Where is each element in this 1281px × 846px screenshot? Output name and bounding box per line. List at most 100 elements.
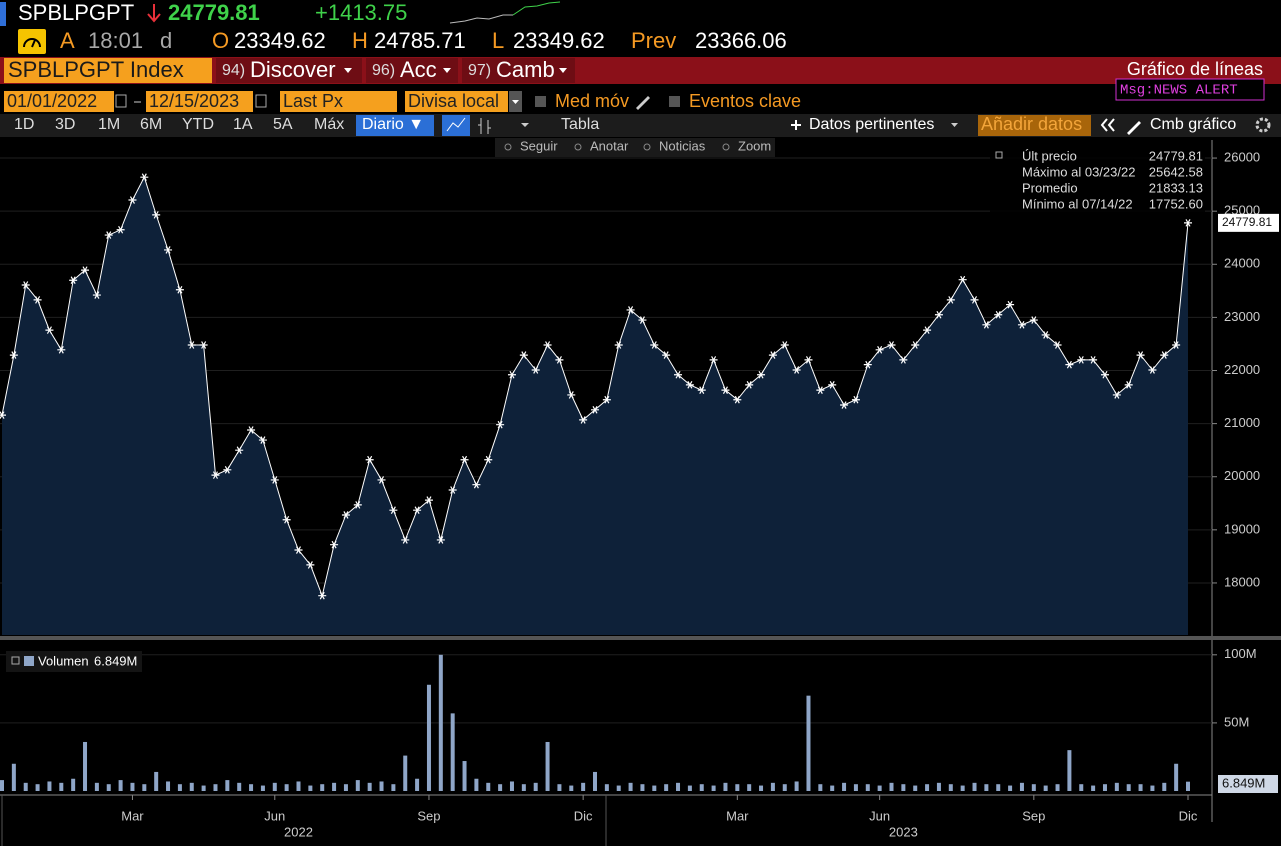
volume-bar — [367, 782, 372, 791]
legend-toggle[interactable] — [11, 656, 20, 665]
menu-item[interactable] — [366, 58, 458, 83]
price-marker — [330, 540, 339, 549]
volume-bar — [877, 785, 882, 791]
legend-toggle[interactable] — [995, 151, 1003, 159]
price-marker — [187, 341, 196, 349]
x-tick-label: Jun — [869, 808, 890, 823]
calendar-icon[interactable] — [115, 94, 127, 108]
volume-bar — [296, 781, 301, 791]
volume-bar — [1031, 784, 1036, 791]
volume-bar — [130, 782, 135, 791]
date-input[interactable] — [4, 91, 114, 112]
date-input[interactable] — [146, 91, 253, 112]
collapse-icon[interactable] — [1100, 118, 1115, 132]
field-input[interactable] — [280, 91, 397, 112]
legend-label: Máximo al 03/23/22 — [1022, 164, 1135, 179]
volume-bar — [415, 778, 420, 791]
period-button[interactable]: 6M — [140, 116, 162, 133]
currency-input[interactable] — [405, 91, 508, 112]
pencil-icon[interactable] — [636, 96, 650, 110]
price-marker — [484, 455, 493, 464]
dropdown-arrow — [559, 68, 567, 73]
price-marker — [306, 561, 315, 569]
calendar-icon[interactable] — [255, 94, 267, 108]
volume-bar — [106, 784, 111, 791]
volume-bar — [71, 778, 76, 791]
volume-bar — [925, 784, 930, 791]
price-marker — [424, 496, 433, 504]
volume-bar — [593, 771, 597, 791]
price-marker — [104, 231, 113, 239]
price-marker — [567, 391, 576, 399]
volume-bar — [450, 713, 455, 791]
price-marker — [235, 446, 244, 454]
legend-swatch — [24, 656, 34, 666]
menu-item[interactable] — [216, 58, 362, 83]
gauge-icon-needle — [31, 39, 36, 48]
period-button[interactable]: YTD — [182, 116, 214, 133]
gauge-icon[interactable] — [18, 29, 46, 54]
y-tick-label: 100M — [1224, 646, 1257, 661]
checkbox[interactable] — [669, 96, 680, 107]
security-box[interactable] — [4, 58, 212, 83]
volume-bar — [225, 780, 230, 791]
price-marker — [507, 370, 516, 379]
price-marker — [128, 196, 137, 204]
period-button[interactable]: Máx — [314, 116, 344, 133]
volume-bar — [426, 684, 431, 791]
tool-button[interactable]: Anotar — [590, 138, 629, 153]
volume-bar — [474, 778, 479, 791]
currency: Divisa local — [408, 91, 499, 111]
volume-bar — [533, 782, 538, 791]
price-marker — [81, 266, 90, 274]
dropdown-arrow[interactable] — [521, 123, 529, 127]
menu-label: Camb — [496, 57, 555, 82]
settings-icon[interactable] — [1255, 117, 1271, 133]
table-button[interactable]: Tabla — [561, 116, 599, 133]
price-marker — [21, 281, 30, 289]
menu-item[interactable] — [462, 58, 575, 83]
frequency-button[interactable] — [356, 115, 434, 136]
time-flag: d — [160, 28, 172, 53]
price-marker — [970, 296, 979, 304]
price-marker — [662, 351, 671, 359]
msg-box[interactable] — [1115, 78, 1265, 101]
change-chart[interactable]: Cmb gráfico — [1150, 116, 1236, 133]
volume-bar — [284, 784, 289, 791]
tool-button[interactable]: Seguir — [520, 138, 558, 153]
y-tick-label: 22000 — [1224, 362, 1260, 377]
volume-bar — [177, 784, 182, 791]
volume-bar — [699, 784, 704, 791]
bar-chart-icon[interactable] — [478, 118, 491, 134]
tool-icon — [643, 143, 651, 151]
tool-icon — [504, 143, 512, 151]
price-marker — [175, 285, 184, 294]
period-button[interactable]: 5A — [273, 116, 293, 133]
add-data-box[interactable] — [978, 115, 1091, 136]
sparkline — [449, 14, 513, 24]
price-marker — [258, 436, 267, 444]
period-button[interactable]: 1D — [14, 116, 34, 133]
menu-label: Acc — [400, 57, 437, 82]
legend-value: 24779.81 — [1149, 148, 1203, 163]
period-button[interactable]: 1M — [98, 116, 120, 133]
price-marker — [9, 351, 18, 359]
volume-bar — [237, 782, 242, 791]
price-marker — [116, 225, 125, 234]
volume-bar — [747, 784, 752, 791]
end-date: 12/15/2023 — [149, 91, 239, 111]
tool-button[interactable]: Zoom — [738, 138, 771, 153]
volume-bar — [1138, 784, 1143, 791]
checkbox[interactable] — [535, 96, 546, 107]
price-marker — [92, 291, 101, 299]
price-marker — [413, 506, 422, 514]
tool-button[interactable]: Noticias — [659, 138, 706, 153]
volume-bar — [865, 784, 870, 791]
menu-num: 96) — [372, 62, 395, 79]
price-marker — [733, 395, 742, 404]
volume-bar — [1150, 785, 1155, 791]
period-button[interactable]: 1A — [233, 116, 253, 133]
related-button[interactable]: Datos pertinentes — [809, 116, 934, 133]
price-marker — [709, 356, 718, 364]
period-button[interactable]: 3D — [55, 116, 75, 133]
